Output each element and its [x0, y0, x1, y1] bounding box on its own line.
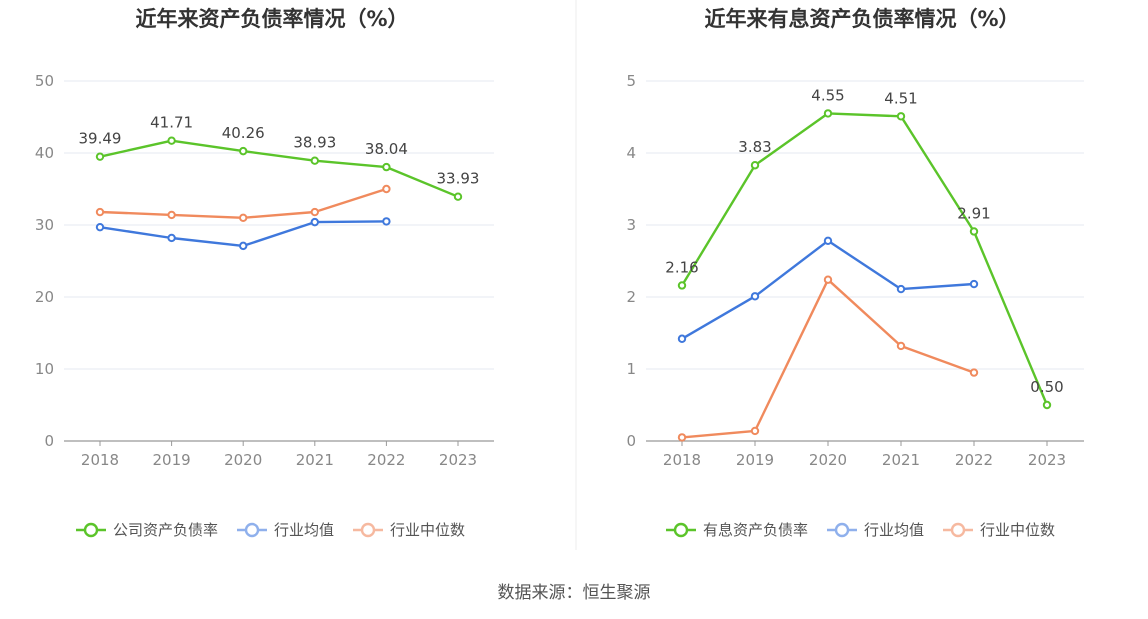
data-point — [453, 192, 463, 201]
data-point — [969, 279, 979, 289]
series-line — [680, 112, 1049, 406]
data-point — [896, 284, 906, 294]
y-tick-label: 3 — [626, 216, 636, 234]
data-point — [239, 241, 248, 251]
data-point — [677, 334, 687, 343]
y-tick-label: 50 — [35, 72, 54, 90]
y-tick-label: 40 — [35, 144, 54, 162]
data-label: 2.16 — [665, 258, 698, 276]
data-point — [750, 426, 760, 436]
legend-item[interactable]: 行业均值 — [827, 521, 924, 539]
left-chart: 0 10 20 30 40 50 2018 2019 2020 2021 2022 2023 39.49… — [35, 72, 494, 539]
series-line — [99, 139, 459, 198]
data-point — [823, 275, 833, 284]
data-point — [896, 341, 906, 351]
data-label: 39.49 — [79, 130, 122, 148]
x-tick-label: 2019 — [153, 451, 191, 469]
data-point — [167, 233, 176, 243]
data-point — [167, 136, 176, 145]
data-point — [95, 152, 105, 161]
data-point — [95, 207, 105, 217]
data-point — [969, 227, 979, 236]
series-line — [681, 239, 975, 340]
data-point — [677, 433, 687, 442]
data-point — [896, 112, 906, 121]
y-tick-label: 5 — [626, 72, 636, 90]
legend-marker — [673, 522, 689, 538]
y-tick-label: 1 — [626, 360, 636, 378]
data-label: 33.93 — [437, 170, 480, 188]
data-point — [750, 292, 760, 301]
legend-item[interactable]: 行业均值 — [237, 521, 334, 539]
y-tick-label: 4 — [626, 144, 636, 162]
data-point — [823, 109, 833, 118]
legend-item[interactable]: 有息资产负债率 — [666, 521, 808, 539]
legend-item[interactable]: 公司资产负债率 — [76, 521, 218, 539]
series-line — [681, 278, 975, 439]
x-tick-label: 2023 — [1028, 451, 1066, 469]
data-label: 40.26 — [222, 124, 265, 142]
x-tick-label: 2021 — [296, 451, 334, 469]
legend-marker — [83, 522, 99, 538]
data-point — [95, 222, 105, 232]
x-tick-label: 2020 — [809, 451, 847, 469]
data-label: 41.71 — [150, 114, 193, 132]
series-line — [99, 187, 387, 219]
legend-label: 公司资产负债率 — [113, 521, 218, 539]
x-tick-label: 2022 — [367, 451, 405, 469]
data-point — [382, 184, 391, 194]
y-tick-label: 2 — [626, 288, 636, 306]
x-tick-label: 2023 — [439, 451, 477, 469]
x-tick-label: 2022 — [955, 451, 993, 469]
x-tick-label: 2019 — [736, 451, 774, 469]
data-point — [239, 213, 248, 223]
data-label: 3.83 — [738, 138, 771, 156]
x-tick-label: 2021 — [882, 451, 920, 469]
data-point — [382, 162, 391, 172]
right-chart-title: 近年来有息资产负债率情况（%） — [704, 7, 1019, 31]
y-tick-label: 20 — [35, 288, 54, 306]
data-point — [969, 368, 979, 377]
y-tick-label: 0 — [44, 432, 54, 450]
x-tick-label: 2018 — [663, 451, 701, 469]
legend-label: 有息资产负债率 — [703, 521, 808, 539]
data-label: 2.91 — [957, 204, 990, 222]
legend-label: 行业中位数 — [390, 521, 465, 539]
x-tick-label: 2020 — [224, 451, 262, 469]
data-point — [310, 217, 319, 227]
legend-marker — [244, 522, 260, 538]
left-chart-title: 近年来资产负债率情况（%） — [135, 7, 408, 31]
data-point — [677, 281, 687, 290]
data-point — [823, 236, 833, 246]
legend-label: 行业中位数 — [980, 521, 1055, 539]
data-point — [310, 156, 319, 165]
legend-item[interactable]: 行业中位数 — [943, 521, 1055, 539]
legend-marker — [360, 522, 376, 538]
data-point — [167, 210, 176, 220]
data-source: 数据来源：恒生聚源 — [498, 583, 651, 603]
legend-marker — [834, 522, 850, 538]
data-label: 38.93 — [293, 134, 336, 152]
data-label: 0.50 — [1030, 378, 1063, 396]
legend-item[interactable]: 行业中位数 — [353, 521, 465, 539]
legend-label: 行业均值 — [274, 521, 334, 539]
legend-label: 行业均值 — [864, 521, 924, 539]
x-tick-label: 2018 — [81, 451, 119, 469]
data-label: 4.55 — [811, 86, 844, 104]
data-point — [310, 207, 319, 217]
data-point — [382, 217, 391, 226]
data-label: 38.04 — [365, 140, 408, 158]
data-point — [1042, 400, 1052, 410]
y-tick-label: 10 — [35, 360, 54, 378]
right-chart: 0 1 2 3 4 5 2018 2019 2020 2021 2022 2023 2.16 3.83 4.… — [626, 72, 1084, 539]
y-tick-label: 0 — [626, 432, 636, 450]
data-point — [239, 146, 248, 156]
y-tick-label: 30 — [35, 216, 54, 234]
data-label: 4.51 — [884, 89, 917, 107]
legend-marker — [950, 522, 966, 538]
data-point — [750, 161, 760, 170]
